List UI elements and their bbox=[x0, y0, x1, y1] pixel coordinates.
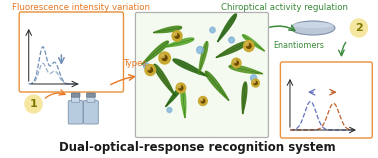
Polygon shape bbox=[229, 65, 263, 74]
Circle shape bbox=[229, 37, 234, 43]
Circle shape bbox=[148, 68, 152, 72]
FancyBboxPatch shape bbox=[84, 101, 98, 124]
Circle shape bbox=[179, 86, 183, 90]
Polygon shape bbox=[217, 14, 236, 42]
Polygon shape bbox=[153, 26, 182, 33]
Polygon shape bbox=[199, 42, 208, 74]
Circle shape bbox=[246, 44, 251, 48]
Polygon shape bbox=[164, 38, 194, 47]
Circle shape bbox=[172, 31, 182, 41]
Polygon shape bbox=[242, 82, 247, 114]
FancyBboxPatch shape bbox=[135, 12, 268, 137]
Circle shape bbox=[210, 27, 215, 33]
Text: Fluorescence intensity variation: Fluorescence intensity variation bbox=[12, 3, 150, 12]
Circle shape bbox=[251, 75, 257, 81]
Circle shape bbox=[162, 55, 167, 61]
FancyBboxPatch shape bbox=[68, 101, 83, 124]
Circle shape bbox=[174, 33, 177, 36]
FancyBboxPatch shape bbox=[19, 12, 124, 92]
Circle shape bbox=[175, 34, 179, 38]
FancyBboxPatch shape bbox=[71, 93, 80, 97]
Polygon shape bbox=[166, 85, 183, 107]
Circle shape bbox=[167, 107, 172, 112]
FancyBboxPatch shape bbox=[87, 96, 95, 102]
Circle shape bbox=[178, 85, 181, 88]
Ellipse shape bbox=[292, 22, 334, 28]
FancyBboxPatch shape bbox=[72, 96, 80, 102]
Circle shape bbox=[159, 52, 170, 64]
Ellipse shape bbox=[291, 21, 335, 35]
Circle shape bbox=[234, 60, 236, 63]
Circle shape bbox=[198, 97, 207, 106]
FancyBboxPatch shape bbox=[280, 62, 372, 138]
Circle shape bbox=[144, 63, 149, 69]
Text: Dual-optical-response recognition system: Dual-optical-response recognition system bbox=[59, 141, 335, 154]
Text: Chiroptical activity regulation: Chiroptical activity regulation bbox=[221, 3, 348, 12]
Polygon shape bbox=[216, 42, 247, 58]
Polygon shape bbox=[205, 71, 229, 100]
Text: 2: 2 bbox=[355, 23, 363, 33]
Circle shape bbox=[350, 19, 367, 37]
Circle shape bbox=[243, 40, 254, 52]
Polygon shape bbox=[142, 41, 169, 65]
Polygon shape bbox=[181, 88, 186, 118]
Polygon shape bbox=[243, 35, 265, 51]
Circle shape bbox=[201, 99, 205, 103]
Text: 1: 1 bbox=[29, 99, 37, 109]
Circle shape bbox=[176, 83, 186, 93]
Polygon shape bbox=[173, 59, 208, 76]
Polygon shape bbox=[154, 64, 175, 96]
Text: Types: Types bbox=[124, 59, 147, 68]
Text: Enantiomers: Enantiomers bbox=[273, 42, 324, 51]
Circle shape bbox=[234, 61, 238, 65]
Circle shape bbox=[246, 43, 249, 46]
Circle shape bbox=[145, 64, 155, 76]
Circle shape bbox=[197, 46, 203, 54]
Circle shape bbox=[25, 95, 42, 113]
Circle shape bbox=[253, 81, 255, 83]
Circle shape bbox=[254, 81, 257, 85]
Circle shape bbox=[232, 58, 241, 68]
Circle shape bbox=[252, 79, 259, 87]
Circle shape bbox=[161, 55, 164, 58]
Circle shape bbox=[147, 67, 150, 70]
Circle shape bbox=[200, 99, 203, 101]
FancyBboxPatch shape bbox=[87, 93, 95, 97]
